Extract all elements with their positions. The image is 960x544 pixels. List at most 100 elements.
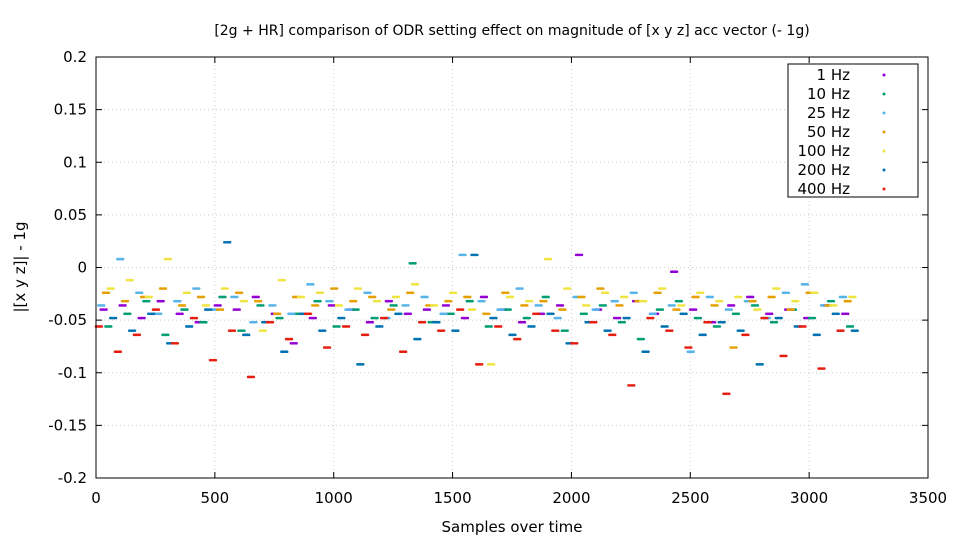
data-point (765, 312, 774, 316)
data-point-dot (647, 350, 650, 354)
legend-label: 200 Hz (797, 161, 850, 179)
data-point-dot (197, 287, 201, 290)
data-point (303, 312, 313, 316)
data-point (439, 312, 448, 316)
data-point-dot (399, 312, 403, 316)
data-point (420, 295, 429, 299)
data-point-dot (851, 325, 855, 328)
data-point (311, 304, 320, 307)
x-tick-label: 1500 (433, 489, 471, 507)
data-point-dot (271, 320, 275, 324)
data-point (422, 308, 432, 311)
data-point-dot (404, 350, 408, 354)
data-point (106, 287, 115, 290)
data-point-dot (699, 316, 703, 320)
data-point (786, 308, 795, 311)
data-point (467, 308, 477, 311)
data-point-dot (100, 325, 104, 328)
data-point (660, 325, 669, 328)
data-point-dot (518, 337, 522, 341)
data-point (715, 299, 724, 303)
data-point (520, 304, 529, 307)
data-point-dot (685, 312, 688, 316)
data-point-dot (264, 329, 268, 332)
ticks: 0 500 1000 1500 2000 2500 3000 3500 0.2 0.15 0.1 0.… (48, 48, 947, 507)
data-point (315, 291, 325, 295)
data-point-dot (746, 333, 750, 337)
data-point-dot (181, 312, 184, 316)
data-point-dot (295, 341, 298, 345)
data-point-dot (347, 325, 351, 328)
data-point (601, 291, 610, 295)
data-point-dot (366, 333, 370, 337)
data-point-dot (456, 329, 460, 332)
data-point-dot (238, 308, 241, 311)
data-point-dot (856, 329, 859, 332)
legend-label: 10 Hz (807, 85, 850, 103)
data-point (527, 325, 536, 328)
data-point-dot (594, 320, 598, 324)
data-point-dot (635, 291, 638, 295)
data-point (767, 295, 776, 299)
data-point-dot (259, 299, 263, 303)
data-point-dot (609, 329, 612, 332)
data-point-dot (499, 325, 503, 328)
data-point-dot (335, 287, 339, 290)
data-point-dot (147, 299, 151, 303)
plot-frame (95, 56, 929, 479)
data-point-dot (292, 312, 296, 316)
data-point-dot (773, 295, 776, 299)
data-point-dot (796, 299, 800, 303)
data-point (755, 363, 764, 366)
data-point (841, 312, 850, 316)
data-point (306, 283, 315, 286)
data-point (199, 320, 208, 324)
data-point-dot (533, 325, 536, 328)
y-axis-label: |[x y z]| - 1g (11, 222, 29, 313)
data-point (158, 287, 168, 290)
data-point (192, 287, 201, 290)
data-point-dot (166, 333, 170, 337)
data-point (582, 304, 591, 307)
data-point-dot (464, 253, 467, 257)
data-point (446, 312, 455, 316)
data-point (612, 316, 622, 320)
data-point (403, 312, 413, 316)
data-point (831, 312, 840, 316)
data-point (503, 308, 512, 311)
data-point-dot (682, 304, 686, 307)
data-point (746, 295, 755, 299)
data-point-dot (692, 350, 695, 354)
data-point (494, 325, 503, 328)
data-point-dot (823, 367, 826, 370)
data-point-dot (102, 304, 106, 307)
data-point-dot (454, 291, 458, 295)
y-tick-label: 0.15 (54, 101, 87, 119)
data-point (232, 308, 241, 311)
data-point-dot (654, 312, 657, 316)
legend-marker (882, 111, 886, 115)
data-point (144, 295, 153, 299)
data-point-dot (378, 299, 382, 303)
x-tick-label: 3500 (909, 489, 947, 507)
data-point (182, 291, 191, 295)
legend-marker (882, 168, 886, 172)
data-point (817, 367, 826, 370)
data-point (703, 320, 712, 324)
data-point-dot (247, 333, 251, 337)
data-point-dot (521, 287, 524, 290)
data-point-dot (842, 329, 845, 332)
x-tick-label: 1000 (315, 489, 353, 507)
data-point-dot (414, 261, 417, 265)
data-point (135, 291, 144, 295)
data-point (213, 304, 222, 307)
data-point-dot (226, 287, 229, 290)
data-point (534, 304, 543, 307)
data-point (774, 316, 783, 320)
data-point-dot (616, 299, 619, 303)
data-point (384, 299, 394, 303)
data-point (667, 304, 676, 307)
data-point-dot (397, 295, 401, 299)
data-point-dot (385, 316, 389, 320)
data-point-dot (585, 312, 588, 316)
